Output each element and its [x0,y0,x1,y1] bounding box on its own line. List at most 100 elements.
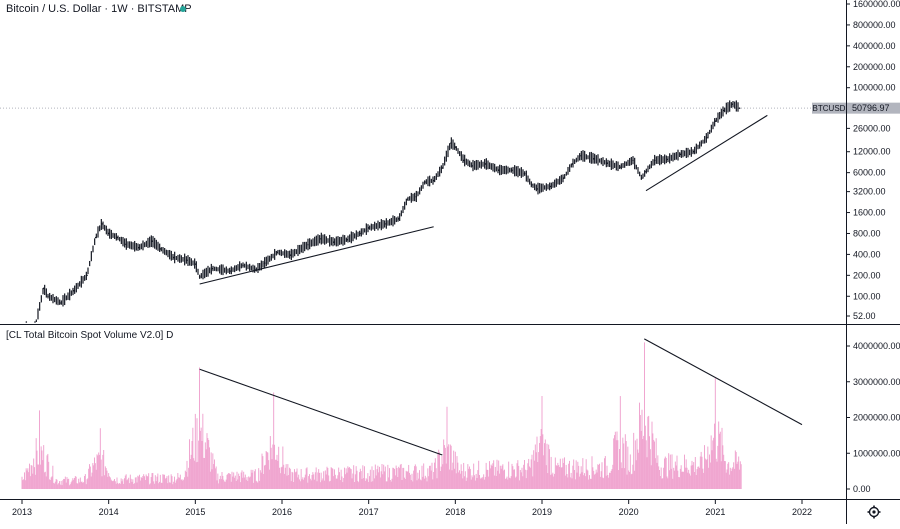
time-tick-label: 2013 [12,507,32,517]
time-tick-label: 2015 [185,507,205,517]
volume-tick-label: 4000000.00 [853,341,900,351]
price-point [185,259,188,262]
price-point [441,167,444,169]
price-point [619,166,621,168]
price-point [289,254,292,256]
price-point [385,223,387,225]
gear-icon[interactable] [867,505,881,519]
price-point [666,158,669,161]
price-point [276,251,279,254]
price-point [346,238,348,241]
price-tag-value: 50796.97 [852,103,890,113]
price-point [705,137,708,139]
price-tick-label: 52.00 [853,311,876,321]
price-point [263,262,266,264]
volume-trendline[interactable] [644,338,803,426]
price-tick-label: 12000.00 [853,147,891,157]
price-point [606,162,608,165]
price-point [359,232,361,235]
price-tick-label: 100000.00 [853,83,896,93]
price-point [471,165,474,167]
price-point [549,185,552,188]
price-point [679,153,682,156]
price-tick-label: 400000.00 [853,41,896,51]
price-point [415,195,418,198]
price-point [34,321,36,323]
volume-axis[interactable]: 4000000.00 3000000.00 2000000.00 1000000.00… [846,341,900,494]
price-point [100,223,103,225]
price-point [510,169,513,172]
price-point [738,107,741,109]
price-point [424,181,426,183]
price-point [73,289,75,292]
time-tick-label: 2020 [619,507,639,517]
price-point [172,256,175,259]
price-point [198,276,201,278]
price-point [562,177,565,179]
price-point [640,177,643,179]
price-point [367,227,370,229]
price-tag-symbol: BTCUSD [813,104,846,113]
price-point [580,154,582,157]
price-point [632,159,634,162]
price-series [25,100,741,323]
price-point [107,232,110,235]
price-tick-label: 1600000.00 [853,0,900,9]
price-point [194,263,197,265]
price-point [731,103,734,105]
chart-title: Bitcoin / U.S. Dollar · 1W · BITSTAMP [6,3,192,15]
price-point [723,109,725,112]
time-tick-label: 2014 [99,507,119,517]
price-point [86,274,88,277]
price-point [406,198,409,200]
time-tick-label: 2022 [792,507,812,517]
price-point [432,179,435,182]
price-point [60,302,62,304]
price-point [116,236,119,239]
price-point [530,184,533,186]
price-point [645,170,647,173]
price-point [159,248,162,250]
time-tick-label: 2021 [705,507,725,517]
time-tick-label: 2016 [272,507,292,517]
time-tick-label: 2017 [359,507,379,517]
price-point [497,169,500,172]
trendlines[interactable] [199,114,803,456]
price-tick-label: 200000.00 [853,62,896,72]
price-point [151,240,153,242]
volume-tick-label: 2000000.00 [853,413,900,423]
price-tick-label: 400.00 [853,249,881,259]
volume-tick-label: 1000000.00 [853,448,900,458]
price-tag: BTCUSD 50796.97 [812,102,900,114]
time-axis[interactable]: 2013 2014 2015 2016 2017 2018 2019 2020 2021 2022 [12,500,812,517]
price-tick-label: 1600.00 [853,208,886,218]
price-point [307,243,309,246]
price-point [523,172,526,175]
price-tick-label: 800000.00 [853,20,896,30]
price-tick-label: 100.00 [853,291,881,301]
price-point [463,159,465,162]
price-point [94,236,97,239]
price-point [138,246,140,249]
price-tick-label: 800.00 [853,228,881,238]
price-point [398,218,400,220]
price-point [333,241,335,243]
price-point [536,188,539,190]
price-trendline[interactable] [645,114,768,192]
volume-tick-label: 0.00 [853,484,871,494]
price-point [714,120,717,122]
price-point [484,163,487,165]
price-point [320,238,322,240]
price-axis[interactable]: 1600000.00 800000.00 400000.00 200000.00 100… [846,0,900,321]
volume-bars [21,342,742,489]
price-point [211,267,214,270]
price-point [450,142,452,144]
price-tag-symbol-bg [812,102,846,114]
price-trendline[interactable] [199,226,434,285]
price-tick-label: 6000.00 [853,168,886,178]
price-point [47,295,49,298]
volume-trendline[interactable] [199,368,443,456]
price-point [692,150,695,153]
